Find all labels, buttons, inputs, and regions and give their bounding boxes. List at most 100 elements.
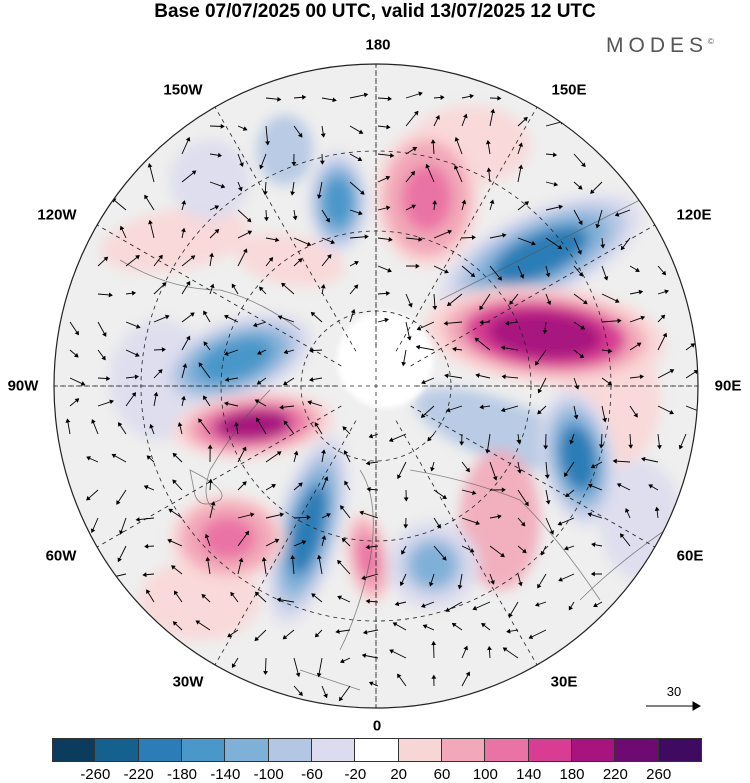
wind-vector-head <box>224 377 230 382</box>
wind-vector-head <box>337 559 342 565</box>
polar-map <box>53 63 702 711</box>
wind-vector-head <box>167 538 173 544</box>
wind-vector-head <box>469 93 474 99</box>
colorbar-swatch <box>181 738 226 762</box>
wind-vector-head <box>501 487 506 493</box>
wind-vector-head <box>490 580 495 585</box>
wind-vector-head <box>365 544 370 550</box>
wind-vector-head <box>360 190 365 195</box>
colorbar-tick-label: 220 <box>602 766 628 783</box>
wind-vector-head <box>454 136 460 142</box>
wind-vector-head <box>500 552 505 558</box>
wind-vector-head <box>250 512 255 518</box>
colorbar-swatch <box>658 738 702 762</box>
wind-vector-head <box>330 239 335 245</box>
wind-vector-head <box>144 194 149 200</box>
wind-vector-head <box>80 381 86 386</box>
wind-vector-head <box>307 400 312 406</box>
wind-vector-head <box>91 418 96 424</box>
wind-vector-head <box>388 236 393 242</box>
colorbar-tick-label: -60 <box>301 766 323 783</box>
wind-vector-head <box>258 286 264 292</box>
wind-vector-head <box>281 282 286 288</box>
wind-vector-head <box>224 351 229 356</box>
wind-vector-head <box>625 508 630 513</box>
wind-vector-head <box>579 353 585 359</box>
wind-vector-head <box>134 374 140 380</box>
wind-vector-head <box>420 413 426 418</box>
wind-vector-head <box>365 460 371 466</box>
wind-vector-head <box>578 220 583 226</box>
wind-vector-head <box>411 204 416 209</box>
wind-vector-head <box>608 348 613 354</box>
wind-vector-head <box>181 227 186 233</box>
anomaly-negative <box>323 177 353 227</box>
wind-vector-head <box>209 252 214 258</box>
wind-vector-head <box>549 530 554 535</box>
wind-vector-head <box>231 663 237 668</box>
wind-vector-head <box>247 230 253 235</box>
coastline <box>299 669 361 691</box>
wind-vector-head <box>479 404 484 410</box>
wind-vector-head <box>617 318 622 324</box>
wind-vector-head <box>656 445 662 450</box>
wind-vector-head <box>412 147 418 152</box>
wind-vector-head <box>474 337 480 343</box>
wind-vector-head <box>131 290 137 296</box>
wind-vector-head <box>259 164 264 170</box>
colorbar-tick-label: -100 <box>253 766 284 783</box>
wind-vector-head <box>385 175 391 181</box>
wind-vector-head <box>190 312 195 317</box>
wind-vector-head <box>153 391 159 397</box>
colorbar-swatch <box>225 738 269 762</box>
wind-vector-head <box>519 273 525 279</box>
wind-vector-head <box>388 437 394 442</box>
wind-vector-head <box>436 523 441 529</box>
wind-vector-head <box>74 330 79 336</box>
wind-vector-head <box>297 258 303 263</box>
wind-vector-head <box>340 505 345 510</box>
wind-vector-head <box>332 97 337 103</box>
wind-vector-head <box>638 289 644 295</box>
wind-vector-head <box>314 422 320 427</box>
wind-vector-head <box>279 404 284 410</box>
wind-vector-head <box>403 497 409 502</box>
wind-vector-head <box>368 433 374 439</box>
wind-vector-head <box>276 451 282 456</box>
wind-vector-head <box>451 622 457 628</box>
wind-vector-head <box>546 300 552 306</box>
wind-vector-head <box>425 163 431 169</box>
wind-vector-head <box>301 540 307 545</box>
meridian <box>395 420 538 666</box>
wind-vector-head <box>509 300 514 305</box>
wind-vector-head <box>654 506 660 511</box>
wind-vector-head <box>276 597 281 603</box>
wind-vector-head <box>119 530 124 535</box>
wind-vector-head <box>518 142 523 147</box>
wind-vector-head <box>171 565 176 570</box>
lon-label-150e: 150E <box>551 81 587 99</box>
wind-vector-head <box>452 346 457 352</box>
wind-vector-head <box>445 607 450 612</box>
wind-vector-head <box>158 254 163 260</box>
wind-vector-head <box>422 624 428 629</box>
colorbar-swatch <box>268 738 312 762</box>
wind-vector-head <box>291 162 297 167</box>
colorbar-tick-label: -140 <box>210 766 241 783</box>
wind-vector-head <box>306 514 311 520</box>
wind-vector-head <box>590 463 596 469</box>
wind-vector-head <box>565 492 570 498</box>
wind-vector-head <box>552 152 558 158</box>
wind-vector-head <box>540 550 546 556</box>
wind-vector-head <box>401 361 407 367</box>
wind-vector-head <box>205 556 211 562</box>
wind-vector-head <box>323 693 328 699</box>
weak-anomaly <box>257 115 313 185</box>
wind-vector-head <box>256 417 261 423</box>
wind-vector-head <box>612 458 617 464</box>
colorbar-tick-label: 180 <box>559 766 585 783</box>
wind-vector-head <box>431 640 437 646</box>
wind-vector-head <box>116 500 121 505</box>
meridian <box>96 405 342 548</box>
wind-vector-head <box>472 605 478 611</box>
